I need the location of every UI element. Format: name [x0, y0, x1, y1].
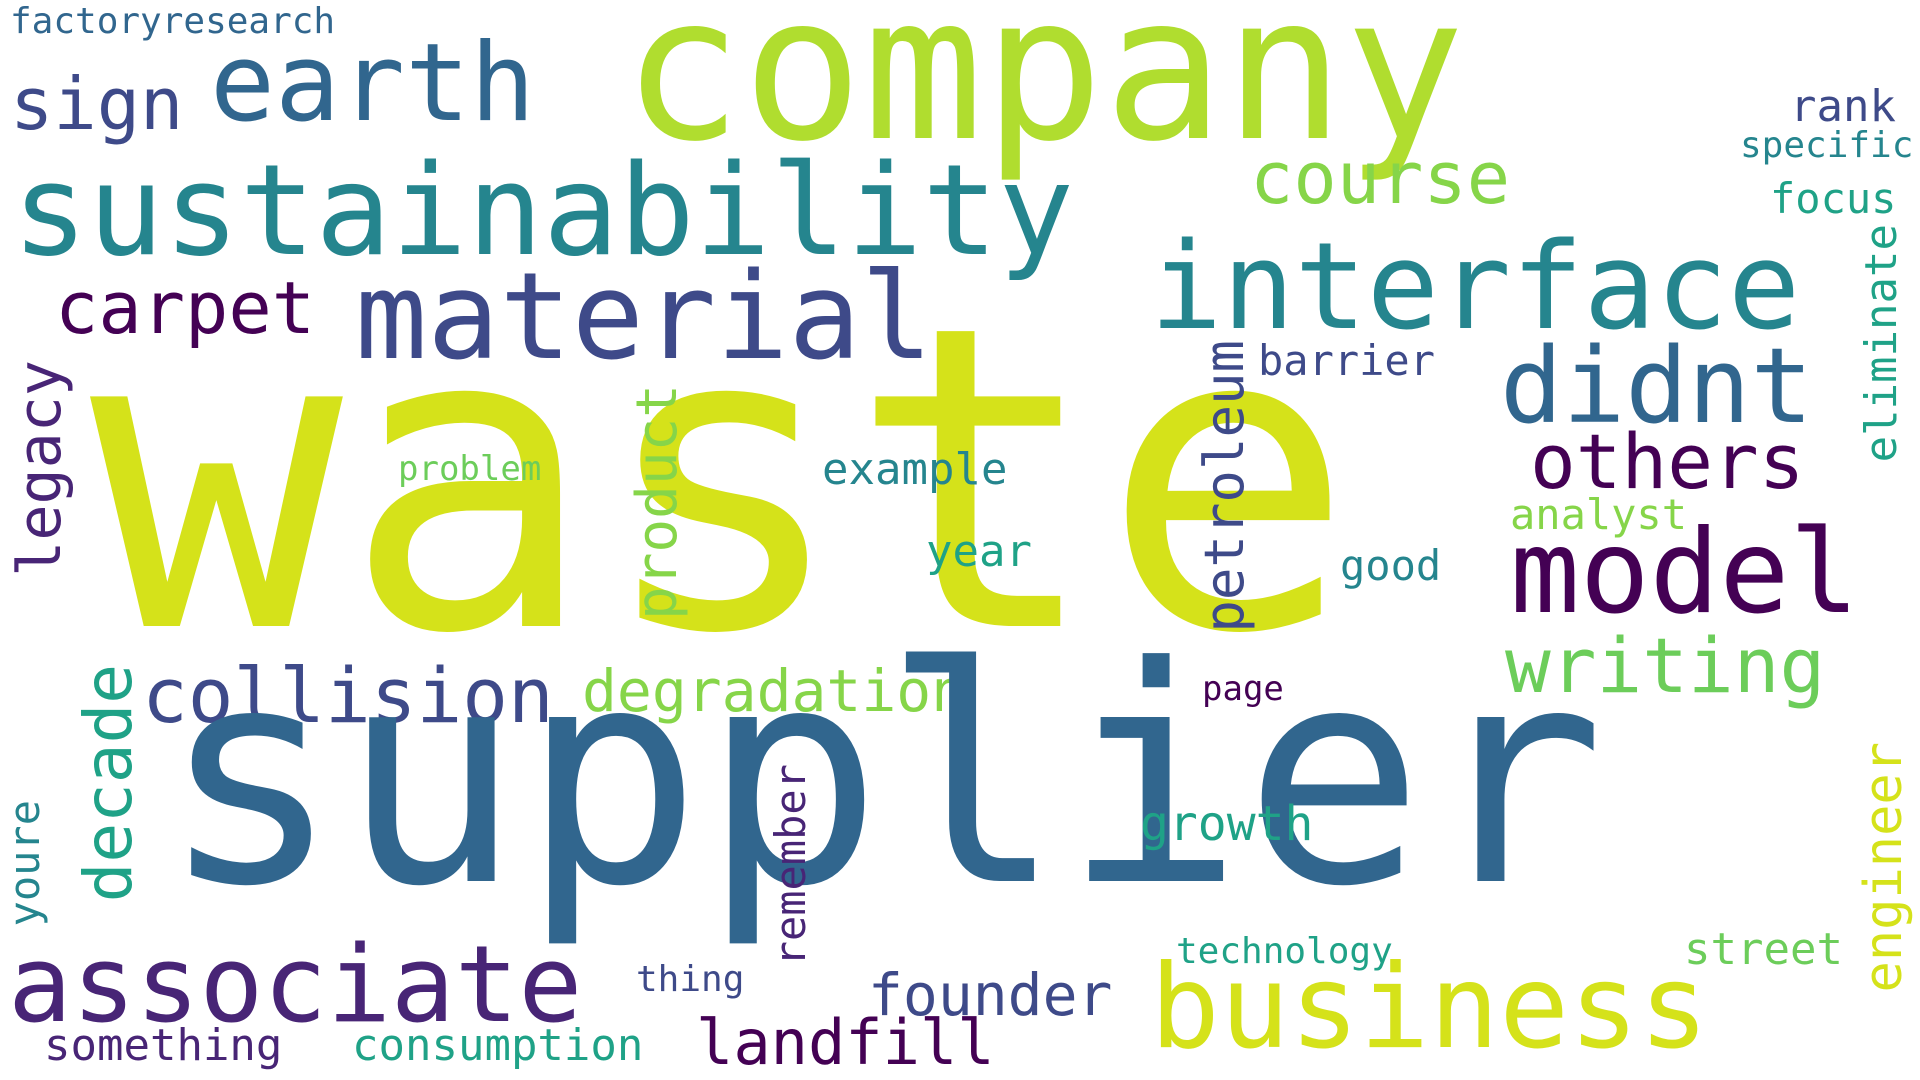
word-barrier: barrier: [1258, 336, 1436, 385]
word-specific: specific: [1740, 125, 1914, 166]
word-growth: growth: [1140, 796, 1314, 852]
word-factoryresearch: factoryresearch: [10, 1, 336, 42]
word-eliminate: eliminate: [1856, 224, 1907, 463]
word-thing: thing: [636, 959, 745, 1000]
word-sign: sign: [10, 62, 184, 146]
word-year: year: [926, 526, 1032, 577]
word-carpet: carpet: [55, 266, 316, 350]
word-consumption: consumption: [352, 1020, 644, 1071]
word-material: material: [355, 248, 933, 387]
word-founder: founder: [868, 961, 1113, 1029]
word-focus: focus: [1770, 174, 1897, 223]
word-problem: problem: [398, 449, 542, 489]
word-model: model: [1510, 505, 1860, 640]
word-street: street: [1684, 924, 1843, 975]
word-decade: decade: [70, 664, 147, 903]
word-others: others: [1530, 417, 1805, 506]
word-course: course: [1250, 136, 1511, 220]
word-writing: writing: [1505, 621, 1826, 710]
word-supplier: supplier: [160, 603, 1605, 952]
word-product: product: [625, 384, 690, 621]
word-didnt: didnt: [1500, 325, 1814, 447]
word-technology: technology: [1176, 931, 1393, 972]
word-associate: associate: [8, 923, 583, 1046]
word-degradation: degradation: [582, 657, 967, 725]
word-rank: rank: [1790, 81, 1896, 132]
word-page: page: [1202, 669, 1284, 709]
word-business: business: [1150, 940, 1709, 1075]
word-landfill: landfill: [696, 1006, 995, 1079]
word-something: something: [44, 1020, 283, 1071]
word-petroleum: petroleum: [1193, 340, 1256, 633]
word-legacy: legacy: [5, 360, 75, 577]
word-earth: earth: [210, 21, 536, 146]
word-sustainability: sustainability: [12, 137, 1075, 284]
word-waste: waste: [90, 237, 1355, 726]
word-remember: remember: [766, 764, 815, 967]
word-company: company: [622, 0, 1465, 186]
word-example: example: [822, 444, 1008, 495]
word-collision: collision: [142, 651, 554, 740]
word-engineer: engineer: [1854, 742, 1914, 993]
word-youre: youre: [0, 800, 49, 927]
word-analyst: analyst: [1510, 490, 1688, 539]
word-good: good: [1340, 541, 1442, 590]
word-interface: interface: [1150, 218, 1801, 357]
